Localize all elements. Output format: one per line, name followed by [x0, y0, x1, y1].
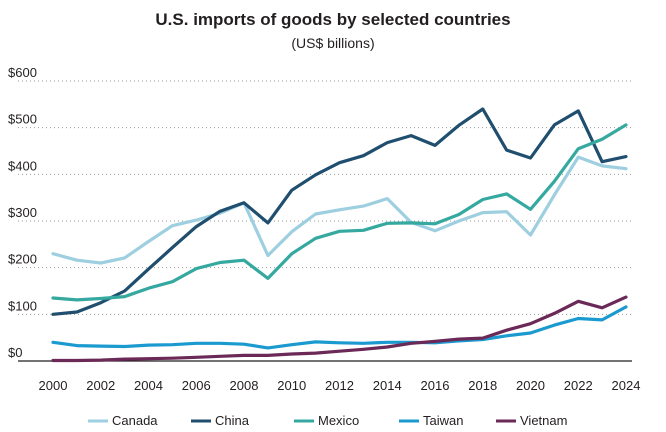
x-tick-label: 2020 [516, 378, 545, 393]
series-line-vietnam [51, 295, 628, 363]
x-tick-label: 2022 [564, 378, 593, 393]
x-tick-label: 2024 [612, 378, 641, 393]
series-line-taiwan [51, 305, 628, 350]
legend-item-china: China [191, 413, 250, 428]
legend-label: Mexico [318, 413, 359, 428]
y-tick-label: $200 [8, 252, 37, 267]
x-tick-label: 2008 [230, 378, 259, 393]
x-tick-label: 2002 [86, 378, 115, 393]
series-line-china [51, 107, 628, 316]
y-tick-label: $100 [8, 298, 37, 313]
series-line-mexico [51, 123, 628, 302]
x-tick-label: 2010 [277, 378, 306, 393]
legend-item-mexico: Mexico [294, 413, 359, 428]
y-tick-label: $300 [8, 205, 37, 220]
legend-label: Canada [112, 413, 158, 428]
legend: Canada China Mexico Taiwan Vietnam [88, 413, 567, 428]
y-tick-label: $500 [8, 112, 37, 127]
series-lines [51, 107, 628, 363]
y-tick-label: $400 [8, 158, 37, 173]
series-line-canada [51, 155, 628, 265]
x-axis-tick-labels: 2000 2002 2004 2006 2008 2010 2012 2014 2016 2018… [39, 378, 641, 393]
y-axis-tick-labels: $0 $100 $200 $300 $400 $500 $600 [8, 65, 37, 360]
legend-item-canada: Canada [88, 413, 158, 428]
legend-item-vietnam: Vietnam [496, 413, 567, 428]
y-tick-label: $600 [8, 65, 37, 80]
legend-label: Vietnam [520, 413, 567, 428]
x-tick-label: 2000 [39, 378, 68, 393]
legend-label: China [215, 413, 250, 428]
x-tick-label: 2006 [182, 378, 211, 393]
chart-subtitle: (US$ billions) [291, 35, 375, 51]
gridlines [18, 80, 632, 362]
y-tick-label: $0 [8, 345, 22, 360]
x-tick-label: 2012 [325, 378, 354, 393]
x-tick-label: 2018 [468, 378, 497, 393]
x-tick-label: 2014 [373, 378, 402, 393]
legend-label: Taiwan [423, 413, 463, 428]
x-tick-label: 2004 [134, 378, 163, 393]
legend-item-taiwan: Taiwan [399, 413, 463, 428]
chart-title: U.S. imports of goods by selected countr… [155, 10, 511, 29]
x-tick-label: 2016 [421, 378, 450, 393]
